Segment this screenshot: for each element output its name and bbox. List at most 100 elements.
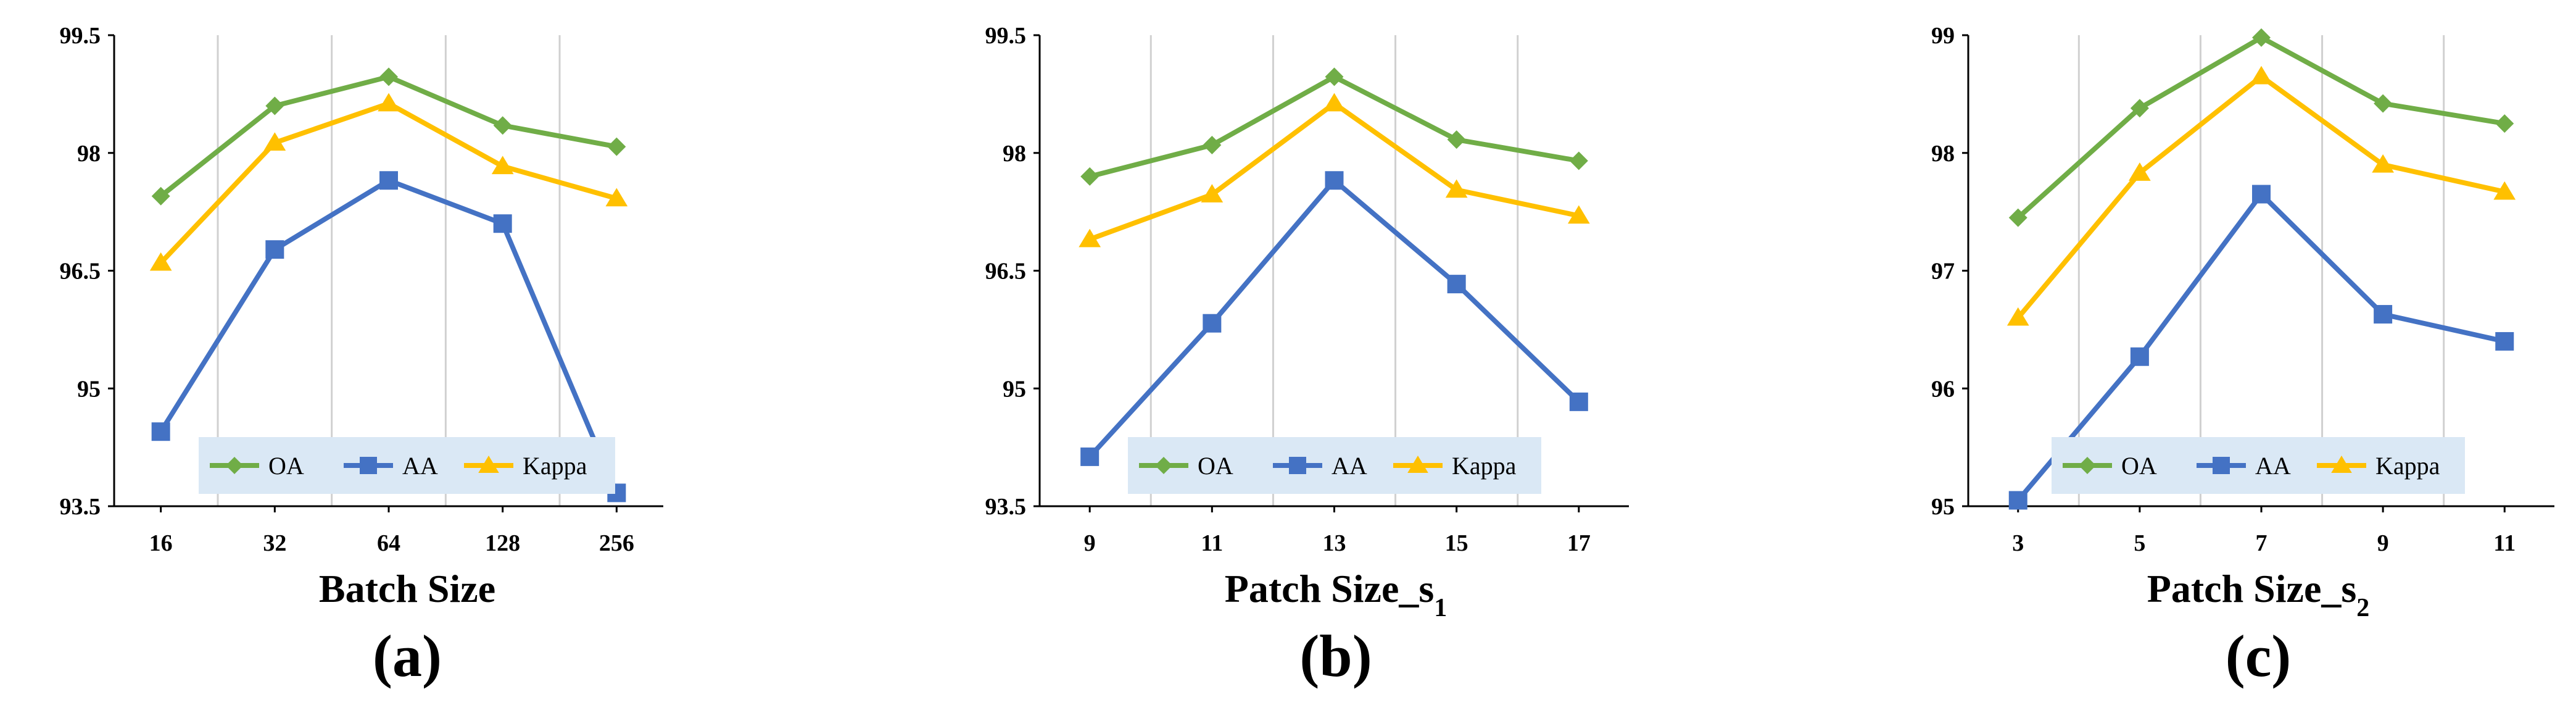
data-point-aa	[2252, 185, 2271, 204]
y-tick-label: 95	[1003, 376, 1026, 402]
legend-background	[199, 437, 615, 494]
data-point-kappa	[149, 252, 172, 271]
data-point-kappa	[1323, 93, 1346, 112]
legend-background	[1128, 437, 1541, 494]
data-point-aa	[493, 214, 512, 233]
data-point-oa	[1447, 130, 1466, 149]
legend-label-aa: AA	[2255, 452, 2291, 480]
data-point-oa	[2495, 114, 2514, 133]
y-tick-label: 97	[1931, 259, 1955, 285]
x-tick-label: 15	[1445, 530, 1468, 556]
x-tick-label: 32	[263, 530, 286, 556]
data-point-oa	[607, 137, 626, 156]
legend-label-aa: AA	[1331, 452, 1367, 480]
data-point-aa	[2374, 305, 2393, 324]
legend-marker-kappa	[478, 456, 499, 473]
panel-label: (a)	[373, 623, 442, 689]
panel-label: (c)	[2226, 623, 2292, 689]
legend-label-oa: OA	[2121, 452, 2157, 480]
data-point-kappa	[1445, 179, 1468, 198]
chart-panel-b: 93.5 95 96.5 98 99.5 9 11 13 15 17 OA AA Kappa Patch …	[985, 23, 1629, 689]
x-tick-label: 13	[1323, 530, 1346, 556]
legend-marker-aa	[2213, 457, 2230, 474]
x-tick-label: 9	[1084, 530, 1096, 556]
y-tick-label: 96.5	[60, 259, 101, 285]
data-point-oa	[1569, 151, 1588, 170]
x-tick-label: 11	[2493, 530, 2516, 556]
data-point-oa	[2008, 208, 2027, 227]
y-tick-label: 98	[1003, 141, 1026, 167]
data-point-kappa	[378, 93, 400, 112]
data-point-kappa	[2372, 154, 2394, 173]
legend-label-kappa: Kappa	[523, 452, 587, 480]
legend-marker-kappa	[1407, 456, 1428, 473]
data-point-aa	[265, 240, 284, 259]
x-axis-title: Batch Size	[319, 567, 495, 611]
data-point-kappa	[605, 188, 628, 207]
x-tick-label: 128	[485, 530, 520, 556]
data-point-kappa	[2250, 65, 2272, 85]
x-axis-title: Patch Size_s1	[1225, 567, 1447, 622]
legend-marker-oa	[2079, 457, 2096, 474]
data-point-oa	[151, 186, 170, 206]
legend-marker-oa	[1155, 457, 1172, 474]
data-point-aa	[2130, 347, 2149, 366]
data-point-aa	[1447, 275, 1466, 294]
data-point-kappa	[263, 132, 286, 151]
x-tick-label: 5	[2134, 530, 2145, 556]
legend-marker-kappa	[2331, 456, 2352, 473]
data-point-aa	[1569, 392, 1588, 411]
data-point-kappa	[1079, 228, 1101, 248]
data-point-oa	[379, 67, 398, 86]
data-point-aa	[2008, 491, 2027, 510]
chart-panel-c: 95 96 97 98 99 3 5 7 9 11 OA AA Kappa Patch Size_s2(c…	[1931, 23, 2554, 689]
x-tick-label: 9	[2377, 530, 2389, 556]
legend: OA AA Kappa	[199, 437, 615, 494]
y-tick-label: 93.5	[985, 494, 1027, 520]
data-point-aa	[1203, 314, 1222, 333]
legend-marker-aa	[360, 457, 377, 474]
data-point-kappa	[2493, 181, 2516, 200]
x-tick-label: 256	[599, 530, 634, 556]
legend-label-aa: AA	[402, 452, 438, 480]
data-point-aa	[2495, 332, 2514, 351]
legend-marker-oa	[226, 457, 243, 474]
chart-panel-a: 93.5 95 96.5 98 99.5 16 32 64 128 256 OA AA Kappa Bat…	[60, 23, 663, 689]
data-point-oa	[2130, 99, 2149, 118]
legend: OA AA Kappa	[2052, 437, 2465, 494]
data-point-oa	[2374, 94, 2393, 113]
y-tick-label: 95	[1931, 494, 1955, 520]
data-point-kappa	[2129, 162, 2151, 181]
data-point-oa	[1080, 167, 1100, 186]
x-axis-title: Patch Size_s2	[2147, 567, 2370, 622]
data-point-oa	[493, 116, 512, 135]
y-tick-label: 99.5	[60, 23, 101, 49]
legend: OA AA Kappa	[1128, 437, 1541, 494]
x-tick-label: 3	[2012, 530, 2024, 556]
legend-marker-aa	[1289, 457, 1306, 474]
data-point-kappa	[1201, 184, 1224, 202]
y-tick-label: 98	[1931, 141, 1955, 167]
data-point-kappa	[2007, 307, 2029, 326]
data-point-oa	[1325, 67, 1344, 86]
legend-label-kappa: Kappa	[1452, 452, 1517, 480]
legend-label-kappa: Kappa	[2375, 452, 2440, 480]
data-point-kappa	[491, 156, 514, 175]
data-point-kappa	[1567, 205, 1590, 224]
x-tick-label: 7	[2256, 530, 2267, 556]
data-point-oa	[2252, 28, 2271, 47]
data-point-oa	[265, 96, 284, 115]
y-tick-label: 99.5	[985, 23, 1027, 49]
y-tick-label: 96.5	[985, 259, 1027, 285]
x-tick-label: 11	[1201, 530, 1223, 556]
data-point-aa	[379, 171, 398, 190]
y-tick-label: 99	[1931, 23, 1955, 49]
legend-label-oa: OA	[1198, 452, 1233, 480]
data-point-aa	[1325, 171, 1344, 190]
x-tick-label: 17	[1567, 530, 1591, 556]
data-point-oa	[1203, 136, 1222, 155]
data-point-aa	[151, 422, 170, 441]
y-tick-label: 96	[1931, 376, 1955, 402]
y-tick-label: 98	[77, 141, 101, 167]
